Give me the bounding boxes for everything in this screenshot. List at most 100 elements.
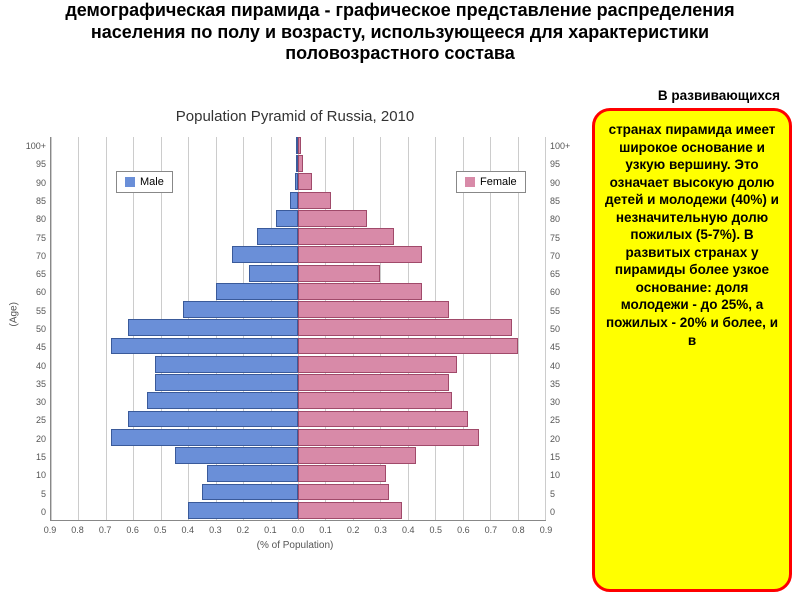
male-bar [188, 502, 298, 519]
pyramid-row [51, 155, 545, 172]
y-tick-right: 95 [550, 159, 576, 169]
y-tick-left: 55 [20, 306, 46, 316]
y-tick-left: 50 [20, 324, 46, 334]
y-tick-right: 10 [550, 470, 576, 480]
pyramid-row [51, 447, 545, 464]
y-tick-left: 5 [20, 489, 46, 499]
y-tick-left: 25 [20, 415, 46, 425]
y-tick-right: 30 [550, 397, 576, 407]
pyramid-row [51, 411, 545, 428]
y-tick-right: 20 [550, 434, 576, 444]
y-tick-left: 15 [20, 452, 46, 462]
y-tick-left: 85 [20, 196, 46, 206]
pyramid-row [51, 465, 545, 482]
female-bar [298, 228, 394, 245]
y-tick-right: 35 [550, 379, 576, 389]
y-tick-right: 45 [550, 342, 576, 352]
y-tick-right: 5 [550, 489, 576, 499]
y-tick-left: 0 [20, 507, 46, 517]
female-bar [298, 301, 449, 318]
y-tick-left: 10 [20, 470, 46, 480]
y-tick-right: 80 [550, 214, 576, 224]
pyramid-row [51, 192, 545, 209]
female-bar [298, 246, 422, 263]
female-bar [298, 356, 457, 373]
female-bar [298, 465, 386, 482]
pyramid-row [51, 283, 545, 300]
y-tick-left: 70 [20, 251, 46, 261]
male-bar [128, 319, 298, 336]
pyramid-row [51, 301, 545, 318]
pyramid-row [51, 392, 545, 409]
pyramid-row [51, 356, 545, 373]
legend-female: Female [456, 171, 526, 193]
pyramid-row [51, 137, 545, 154]
y-tick-left: 95 [20, 159, 46, 169]
y-tick-right: 0 [550, 507, 576, 517]
y-axis-label: (Age) [9, 302, 20, 326]
x-tick-label: 0.7 [99, 525, 112, 535]
y-tick-left: 80 [20, 214, 46, 224]
female-bar [298, 374, 449, 391]
y-tick-left: 20 [20, 434, 46, 444]
y-tick-left: 45 [20, 342, 46, 352]
y-tick-left: 75 [20, 233, 46, 243]
y-tick-left: 35 [20, 379, 46, 389]
female-bar [298, 173, 312, 190]
male-bar [155, 374, 298, 391]
y-tick-left: 100+ [20, 141, 46, 151]
x-tick-label: 0.2 [347, 525, 360, 535]
female-bar [298, 210, 367, 227]
female-bar [298, 265, 380, 282]
legend-swatch [125, 177, 135, 187]
male-bar [249, 265, 298, 282]
x-tick-label: 0.6 [126, 525, 139, 535]
male-bar [147, 392, 298, 409]
x-tick-label: 0.7 [485, 525, 498, 535]
y-tick-right: 70 [550, 251, 576, 261]
pyramid-row [51, 319, 545, 336]
x-tick-label: 0.5 [154, 525, 167, 535]
male-bar [216, 283, 298, 300]
y-tick-right: 40 [550, 361, 576, 371]
x-tick-label: 0.4 [402, 525, 415, 535]
y-tick-right: 50 [550, 324, 576, 334]
male-bar [257, 228, 298, 245]
x-tick-label: 0.6 [457, 525, 470, 535]
male-bar [155, 356, 298, 373]
x-tick-label: 0.3 [209, 525, 222, 535]
x-tick-label: 0.1 [319, 525, 332, 535]
female-bar [298, 392, 452, 409]
legend-swatch [465, 177, 475, 187]
y-tick-left: 40 [20, 361, 46, 371]
pyramid-row [51, 246, 545, 263]
male-bar [290, 192, 298, 209]
pyramid-row [51, 265, 545, 282]
y-tick-left: 90 [20, 178, 46, 188]
female-bar [298, 447, 416, 464]
x-tick-label: 0.0 [292, 525, 305, 535]
y-tick-left: 30 [20, 397, 46, 407]
plot-region [50, 137, 546, 521]
pyramid-row [51, 484, 545, 501]
male-bar [183, 301, 298, 318]
male-bar [276, 210, 298, 227]
sidebox-overlap-text: В развивающихся [658, 88, 780, 103]
male-bar [175, 447, 299, 464]
x-tick-label: 0.4 [182, 525, 195, 535]
y-tick-right: 100+ [550, 141, 576, 151]
female-bar [298, 338, 518, 355]
female-bar [298, 319, 512, 336]
female-bar [298, 429, 479, 446]
y-tick-left: 65 [20, 269, 46, 279]
x-tick-label: 0.8 [512, 525, 525, 535]
female-bar [298, 502, 402, 519]
y-tick-right: 90 [550, 178, 576, 188]
female-bar [298, 484, 389, 501]
y-tick-right: 85 [550, 196, 576, 206]
male-bar [232, 246, 298, 263]
female-bar [298, 411, 468, 428]
male-bar [202, 484, 298, 501]
pyramid-row [51, 338, 545, 355]
pyramid-row [51, 228, 545, 245]
